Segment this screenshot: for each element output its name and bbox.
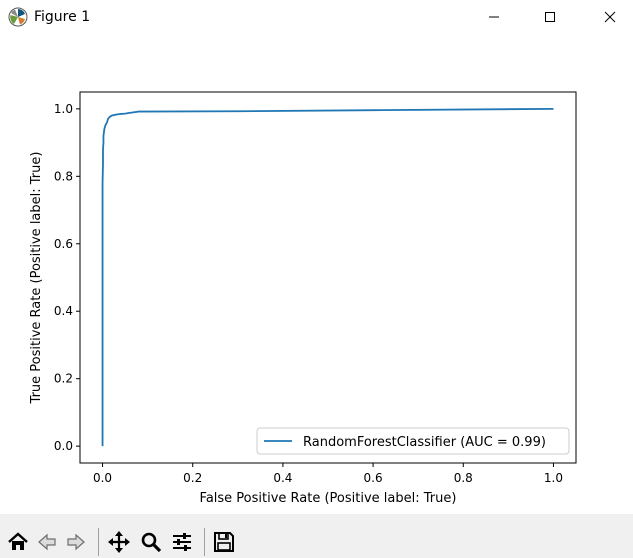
toolbar-separator: [204, 528, 205, 556]
y-tick-label: 0.6: [54, 237, 73, 251]
minimize-button[interactable]: [471, 0, 517, 34]
back-icon: [38, 533, 56, 551]
zoom-icon: [141, 532, 162, 553]
x-tick-label: 1.0: [544, 471, 563, 485]
y-tick-label: 0.0: [54, 439, 73, 453]
back-button[interactable]: [33, 526, 61, 556]
figure-canvas[interactable]: 0.0 0.2 0.4 0.6 0.8 1.0 0.0 0.2 0.4 0.6 0.8 1.0 Fa…: [0, 34, 633, 514]
maximize-button[interactable]: [527, 0, 573, 34]
y-axis-label: True Positive Rate (Positive label: True…: [29, 152, 44, 405]
y-tick-label: 0.2: [54, 372, 73, 386]
home-icon: [8, 532, 28, 550]
roc-curve-line: [101, 107, 554, 447]
legend: RandomForestClassifier (AUC = 0.99): [256, 427, 570, 455]
zoom-button[interactable]: [137, 526, 165, 556]
matplotlib-logo-icon: [8, 7, 28, 27]
y-tick-label: 0.8: [54, 169, 73, 183]
y-tick-label: 1.0: [54, 102, 73, 116]
close-button[interactable]: [587, 0, 633, 34]
legend-label: RandomForestClassifier (AUC = 0.99): [303, 435, 546, 450]
navigation-toolbar: [0, 514, 633, 558]
roc-chart: 0.0 0.2 0.4 0.6 0.8 1.0 0.0 0.2 0.4 0.6 0.8 1.0 Fa…: [29, 91, 577, 506]
save-icon: [214, 532, 234, 552]
forward-icon: [67, 533, 85, 551]
toolbar-separator: [98, 528, 99, 556]
configure-subplots-icon: [173, 533, 191, 551]
legend-box: [256, 427, 570, 455]
forward-button[interactable]: [62, 526, 90, 556]
pan-icon: [108, 531, 130, 553]
x-tick-label: 0.8: [454, 471, 473, 485]
y-tick-label: 0.4: [54, 304, 73, 318]
minimize-icon: [489, 16, 499, 18]
pan-button[interactable]: [105, 526, 133, 556]
configure-subplots-button[interactable]: [168, 526, 196, 556]
maximize-icon: [545, 12, 555, 22]
title-bar: Figure 1: [0, 0, 633, 34]
x-tick-label: 0.4: [273, 471, 292, 485]
x-axis-label: False Positive Rate (Positive label: Tru…: [200, 491, 457, 506]
save-button[interactable]: [210, 526, 238, 556]
axes-frame: [79, 91, 577, 464]
home-button[interactable]: [4, 526, 32, 556]
close-icon: [604, 11, 616, 23]
window-title: Figure 1: [34, 9, 91, 25]
x-tick-label: 0.6: [364, 471, 383, 485]
x-tick-label: 0.2: [183, 471, 202, 485]
x-tick-label: 0.0: [93, 471, 112, 485]
